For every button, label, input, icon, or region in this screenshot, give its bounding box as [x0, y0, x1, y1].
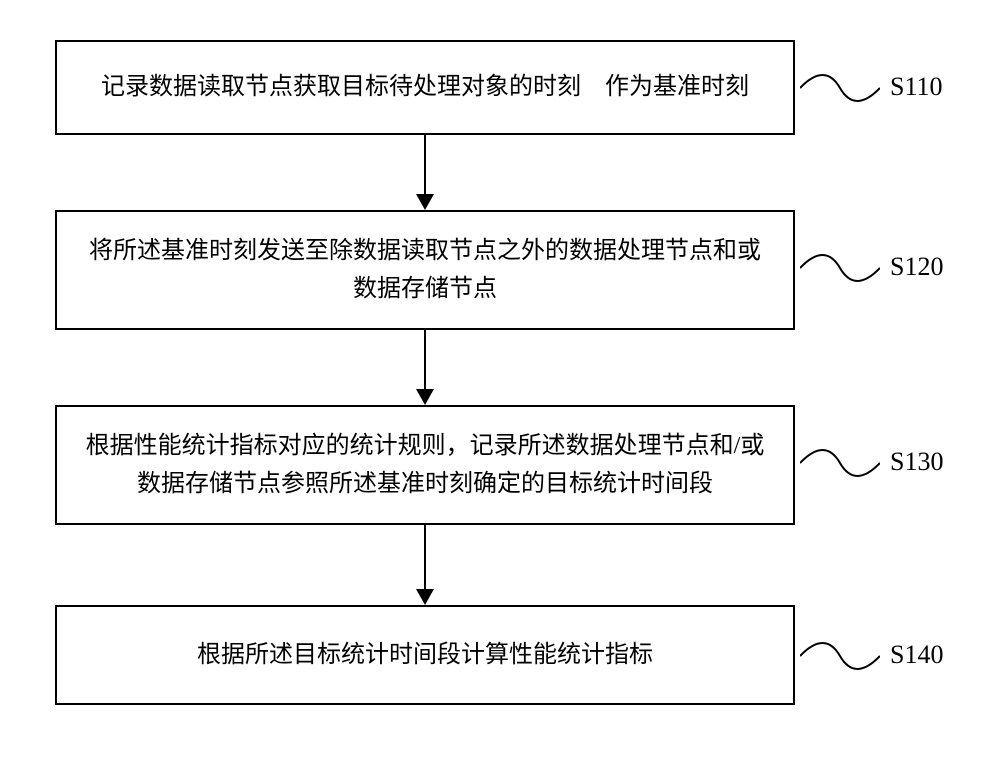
arrow-line [424, 135, 426, 194]
step-label: S130 [890, 447, 943, 477]
arrow-head-icon [416, 194, 434, 210]
connector-curve [800, 636, 880, 676]
step-label: S120 [890, 252, 943, 282]
step-label: S140 [890, 640, 943, 670]
arrow-line [424, 330, 426, 389]
connector-curve [800, 248, 880, 288]
node-text: 将所述基准时刻发送至除数据读取节点之外的数据处理节点和或 数据存储节点 [89, 232, 761, 309]
flowchart-node: 根据所述目标统计时间段计算性能统计指标 [55, 605, 795, 705]
flowchart-canvas: 记录数据读取节点获取目标待处理对象的时刻 作为基准时刻 S110 将所述基准时刻… [0, 0, 1000, 777]
connector-curve [800, 443, 880, 483]
arrow-line [424, 525, 426, 589]
flowchart-node: 根据性能统计指标对应的统计规则，记录所述数据处理节点和/或 数据存储节点参照所述… [55, 405, 795, 525]
arrow-head-icon [416, 389, 434, 405]
node-text: 记录数据读取节点获取目标待处理对象的时刻 作为基准时刻 [101, 68, 749, 106]
connector-curve [800, 68, 880, 108]
flowchart-node: 记录数据读取节点获取目标待处理对象的时刻 作为基准时刻 [55, 40, 795, 135]
step-label: S110 [890, 72, 943, 102]
arrow-head-icon [416, 589, 434, 605]
flowchart-node: 将所述基准时刻发送至除数据读取节点之外的数据处理节点和或 数据存储节点 [55, 210, 795, 330]
node-text: 根据性能统计指标对应的统计规则，记录所述数据处理节点和/或 数据存储节点参照所述… [86, 427, 765, 504]
node-text: 根据所述目标统计时间段计算性能统计指标 [197, 636, 653, 674]
